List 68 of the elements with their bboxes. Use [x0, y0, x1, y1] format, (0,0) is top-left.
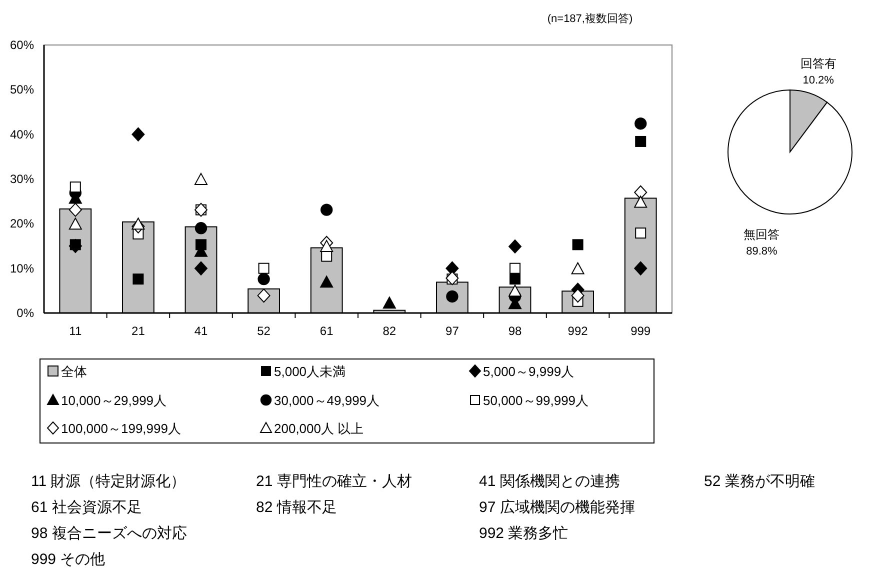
y-tick-label: 30% — [10, 172, 34, 186]
point — [194, 261, 208, 276]
point — [382, 296, 396, 309]
legend-label: 全体 — [61, 364, 87, 379]
point — [68, 239, 82, 253]
y-tick-label: 40% — [10, 127, 34, 142]
data-label: 89.8% — [746, 245, 778, 258]
point — [446, 261, 459, 276]
text: 61 社会資源不足 — [31, 499, 142, 516]
y-tick-label: 50% — [10, 82, 34, 97]
point — [320, 204, 333, 216]
x-tick-label: 98 — [508, 324, 522, 338]
point — [321, 250, 332, 262]
text: 992 業務多忙 — [479, 525, 568, 542]
legend-label: 50,000～99,999人 — [483, 393, 589, 408]
point — [68, 218, 82, 230]
slice-label: 無回答 — [744, 227, 780, 242]
y-tick-label: 20% — [10, 216, 34, 231]
point — [68, 202, 82, 217]
x-tick-label: 52 — [257, 324, 271, 338]
x-tick-label: 21 — [132, 324, 146, 338]
x-tick-label: 41 — [194, 324, 208, 338]
text: 52 業務が不明確 — [704, 473, 815, 490]
point — [634, 261, 648, 276]
point — [635, 228, 646, 239]
text: 98 複合ニーズへの対応 — [31, 525, 187, 542]
legend-label: 5,000～9,999人 — [483, 364, 574, 379]
point — [320, 276, 334, 288]
text: 82 情報不足 — [256, 499, 337, 516]
legend-label: 30,000～49,999人 — [274, 393, 380, 408]
data-label: 10.2% — [802, 74, 834, 87]
point — [132, 218, 145, 230]
x-tick-label: 999 — [630, 324, 651, 338]
point — [635, 136, 646, 147]
text: 41 関係機関との連携 — [479, 473, 620, 490]
point — [634, 118, 647, 130]
point — [572, 239, 584, 250]
y-tick-label: 60% — [10, 38, 34, 52]
x-tick-label: 97 — [446, 324, 460, 338]
point — [132, 274, 144, 285]
legend-label: 10,000～29,999人 — [61, 393, 167, 408]
x-tick-label: 82 — [382, 324, 396, 338]
point — [571, 262, 584, 274]
point — [510, 274, 520, 285]
legend-label: 200,000人 以上 — [274, 421, 364, 436]
y-tick-label: 10% — [10, 261, 34, 276]
legend-label: 100,000～199,999人 — [61, 421, 181, 436]
text: 11 財源（特定財源化） — [31, 473, 186, 490]
point — [132, 127, 145, 142]
point — [194, 222, 208, 234]
point — [446, 271, 459, 286]
point — [70, 182, 81, 193]
point — [634, 196, 648, 208]
x-tick-label: 992 — [568, 324, 588, 338]
text: 21 専門性の確立・人材 — [256, 473, 412, 490]
y-tick-label: 0% — [16, 306, 34, 320]
x-tick-label: 61 — [320, 324, 334, 338]
slice-label: 回答有 — [800, 56, 836, 71]
pie-slice — [728, 90, 852, 214]
text: 97 広域機関の機能発揮 — [479, 499, 635, 516]
point — [508, 284, 522, 297]
x-tick-label: 11 — [69, 324, 82, 338]
text: (n=187,複数回答) — [547, 12, 633, 25]
text: 999 その他 — [31, 551, 106, 568]
point — [320, 240, 334, 252]
legend-label: 5,000人未満 — [274, 364, 346, 379]
point — [258, 272, 270, 286]
point — [508, 239, 522, 254]
